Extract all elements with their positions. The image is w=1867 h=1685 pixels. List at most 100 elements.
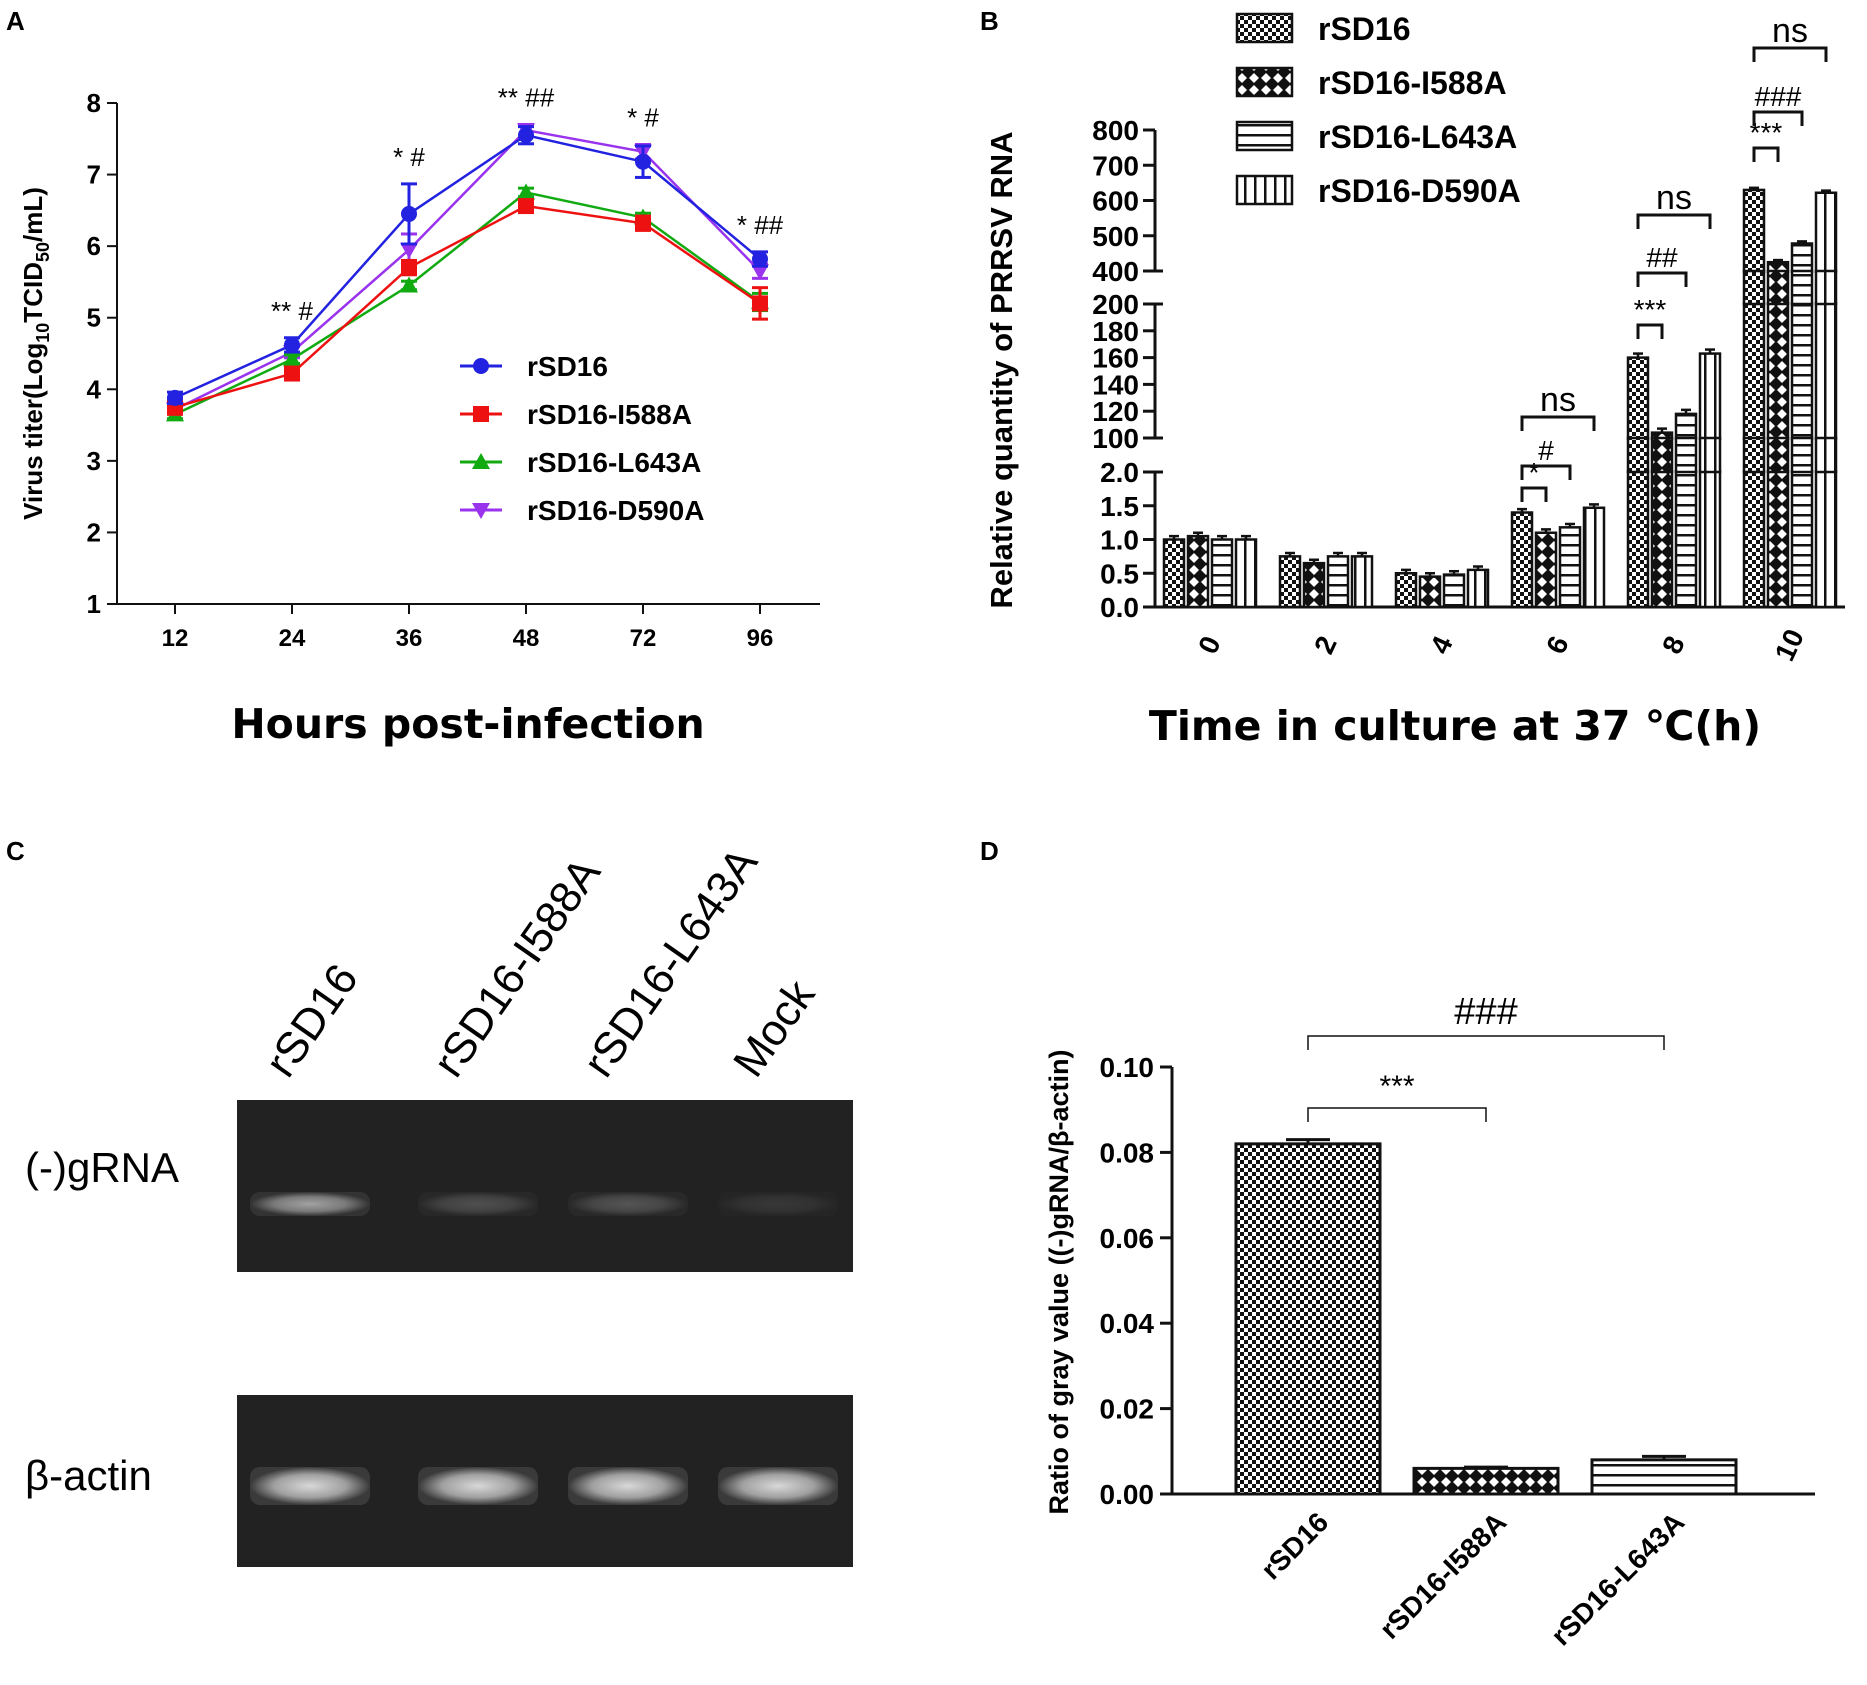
- x-tick-label: 36: [396, 625, 423, 652]
- y-tick-label: 0.06: [1100, 1223, 1155, 1254]
- significance-bracket: [1520, 415, 1596, 431]
- significance-label: ** ##: [498, 82, 555, 112]
- significance-label: ns: [1656, 179, 1692, 217]
- series-line: [174, 204, 761, 409]
- y-tick-label: 1.5: [1100, 491, 1139, 522]
- bar-link: [1650, 436, 1674, 474]
- bar-rsd16-l643a: [1558, 526, 1582, 609]
- bar-continuation: [1766, 269, 1790, 474]
- series-rsd16-i588a: [167, 198, 768, 416]
- data-point: [518, 198, 534, 215]
- y-tick-label: 0.04: [1100, 1308, 1155, 1339]
- x-tick-label: 4: [1424, 631, 1459, 659]
- y-tick-label: 4: [87, 374, 102, 404]
- y-tick-label: 5: [87, 303, 101, 333]
- series-rsd16-l643a: [166, 183, 769, 422]
- data-point: [752, 295, 768, 312]
- bar-rsd16: [1394, 572, 1418, 609]
- significance-8h: *** ## ns: [1634, 179, 1712, 339]
- bar-link: [1814, 269, 1838, 306]
- y-tick-label: 0.02: [1100, 1394, 1155, 1425]
- gel-band: [418, 1467, 538, 1505]
- y-tick-label: 2: [87, 517, 101, 547]
- legend: rSD16 rSD16-I588A rSD16-L643A rSD16-D590A: [1235, 11, 1521, 209]
- significance-label: ###: [1755, 81, 1802, 112]
- axis-break-gap: [1159, 440, 1845, 470]
- gel-row-grna: (-)gRNA: [25, 1100, 853, 1272]
- y-tick-label: 0.0: [1100, 592, 1139, 623]
- bar-link: [1674, 436, 1698, 474]
- legend-label: rSD16: [527, 351, 608, 382]
- panel-label-a: A: [6, 6, 25, 36]
- significance-label: #: [1538, 435, 1554, 466]
- significance-label: ns: [1540, 381, 1576, 419]
- bar-link: [1790, 436, 1814, 474]
- bar-continuation: [1790, 269, 1814, 474]
- gel-band: [250, 1467, 370, 1505]
- x-tick-label: 48: [513, 625, 540, 652]
- bar-continuation: [1626, 436, 1650, 474]
- bar-group-0h: [1162, 531, 1258, 609]
- data-point: [518, 127, 534, 144]
- gel-row-label: (-)gRNA: [25, 1144, 179, 1191]
- bar-rsd16-l643a: [1442, 573, 1466, 609]
- bar-link: [1790, 269, 1814, 306]
- y-tick-label: 700: [1092, 150, 1139, 181]
- y-tick-label: 7: [87, 160, 101, 190]
- bar-continuation: [1650, 436, 1674, 474]
- data-point: [400, 242, 418, 259]
- gel-background: [237, 1100, 853, 1272]
- bar-rsd16: [1626, 356, 1650, 609]
- x-tick-label: 96: [747, 625, 774, 652]
- bar-rsd16-i588a: [1186, 534, 1210, 609]
- y-tick-label: 3: [87, 446, 101, 476]
- data-point: [401, 205, 417, 222]
- bar-rsd16: [1510, 511, 1534, 609]
- bar-rsd16-l643a: [1210, 538, 1234, 609]
- significance-label: ***: [1379, 1070, 1414, 1103]
- y-axis-title-part: 10: [33, 323, 53, 343]
- series-rsd16: [167, 125, 768, 406]
- bar-link: [1814, 436, 1838, 474]
- x-axis-title: Time in culture at 37 ℃(h): [1149, 702, 1761, 750]
- series-line: [174, 128, 761, 411]
- significance-label: ns: [1772, 12, 1808, 50]
- bar-continuation: [1814, 269, 1838, 474]
- bar-rsd16-i588a: [1412, 1466, 1560, 1496]
- y-axis-title-part: TCID: [18, 262, 48, 323]
- significance-label: * #: [627, 103, 659, 133]
- legend-label: rSD16-D590A: [527, 495, 704, 526]
- bar-group-6h: [1510, 503, 1606, 609]
- bar-rsd16: [1742, 188, 1766, 609]
- y-tick-label: 140: [1092, 369, 1139, 400]
- x-tick-label: 6: [1540, 631, 1575, 658]
- y-axis-title: Virus titer(Log10TCID50/mL): [18, 187, 53, 520]
- significance-bracket: [1520, 486, 1548, 502]
- legend-marker: [473, 406, 489, 422]
- y-tick-label: 160: [1092, 343, 1139, 374]
- data-point: [167, 389, 183, 406]
- bar-link: [1766, 436, 1790, 474]
- significance-label: * ##: [737, 210, 784, 240]
- significance-label: ##: [1646, 242, 1678, 273]
- significance-bracket: [1636, 213, 1712, 229]
- y-tick-label: 120: [1092, 396, 1139, 427]
- y-axis-title: Relative quantity of PRRSV RNA: [984, 131, 1019, 608]
- data-point: [284, 365, 300, 382]
- x-tick-label: 10: [1769, 624, 1810, 665]
- y-tick-label: 0.5: [1100, 558, 1139, 589]
- significance-label: * #: [393, 142, 425, 172]
- x-tick-label: 8: [1656, 631, 1691, 658]
- y-tick-label: 1.0: [1100, 525, 1139, 556]
- significance-label: ###: [1454, 991, 1517, 1033]
- x-tick-label: 2: [1308, 631, 1343, 658]
- legend-swatch: [1235, 174, 1294, 206]
- y-tick-label: 100: [1092, 423, 1139, 454]
- legend-swatch: [1235, 12, 1294, 44]
- significance-6h: *# ns: [1520, 381, 1596, 502]
- y-tick-label: 180: [1092, 316, 1139, 347]
- bar-continuation: [1742, 269, 1766, 474]
- bar-rsd16-i588a: [1766, 260, 1790, 609]
